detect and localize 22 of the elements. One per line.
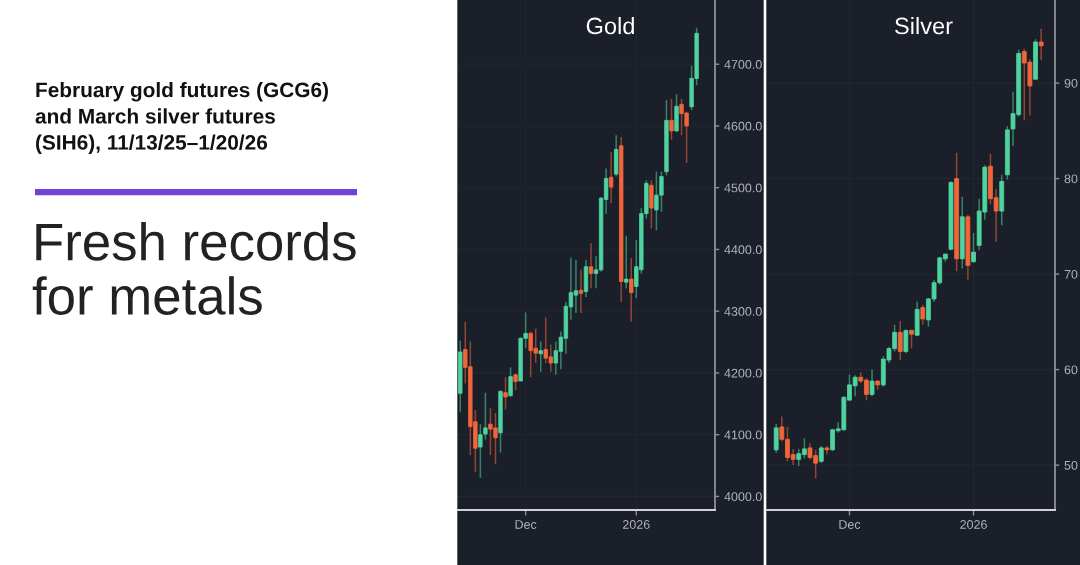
y-tick-label: 60 <box>1064 365 1078 375</box>
y-tick-label: 4200.0 <box>724 368 762 378</box>
y-tick-label: 50 <box>1064 460 1078 470</box>
y-tick-label: 70 <box>1064 269 1078 279</box>
y-tick-label: 80 <box>1064 174 1078 184</box>
y-tick-label: 4500.0 <box>724 183 762 193</box>
y-tick-label: 4000.0 <box>724 492 762 502</box>
candlestick <box>824 445 830 456</box>
y-tick-label: 4300.0 <box>724 306 762 316</box>
y-tick-label: 4100.0 <box>724 430 762 440</box>
y-tick-label: 4600.0 <box>724 121 762 131</box>
y-tick-label: 4700.0 <box>724 60 762 69</box>
text: February gold futures (GCG6) and March silver futures (SIH6), 11/13/25–1/20/26 <box>35 82 328 154</box>
y-tick-label: 4400.0 <box>724 245 762 255</box>
x-tick-label: Dec <box>839 520 861 529</box>
text: Gold <box>586 17 634 35</box>
y-tick-label: 90 <box>1064 78 1078 88</box>
x-tick-label: 2026 <box>623 520 650 529</box>
x-tick-label: 2026 <box>960 520 987 529</box>
text: Silver <box>895 17 953 35</box>
text: Fresh records for metals <box>32 222 356 315</box>
x-tick-label: Dec <box>515 520 537 529</box>
